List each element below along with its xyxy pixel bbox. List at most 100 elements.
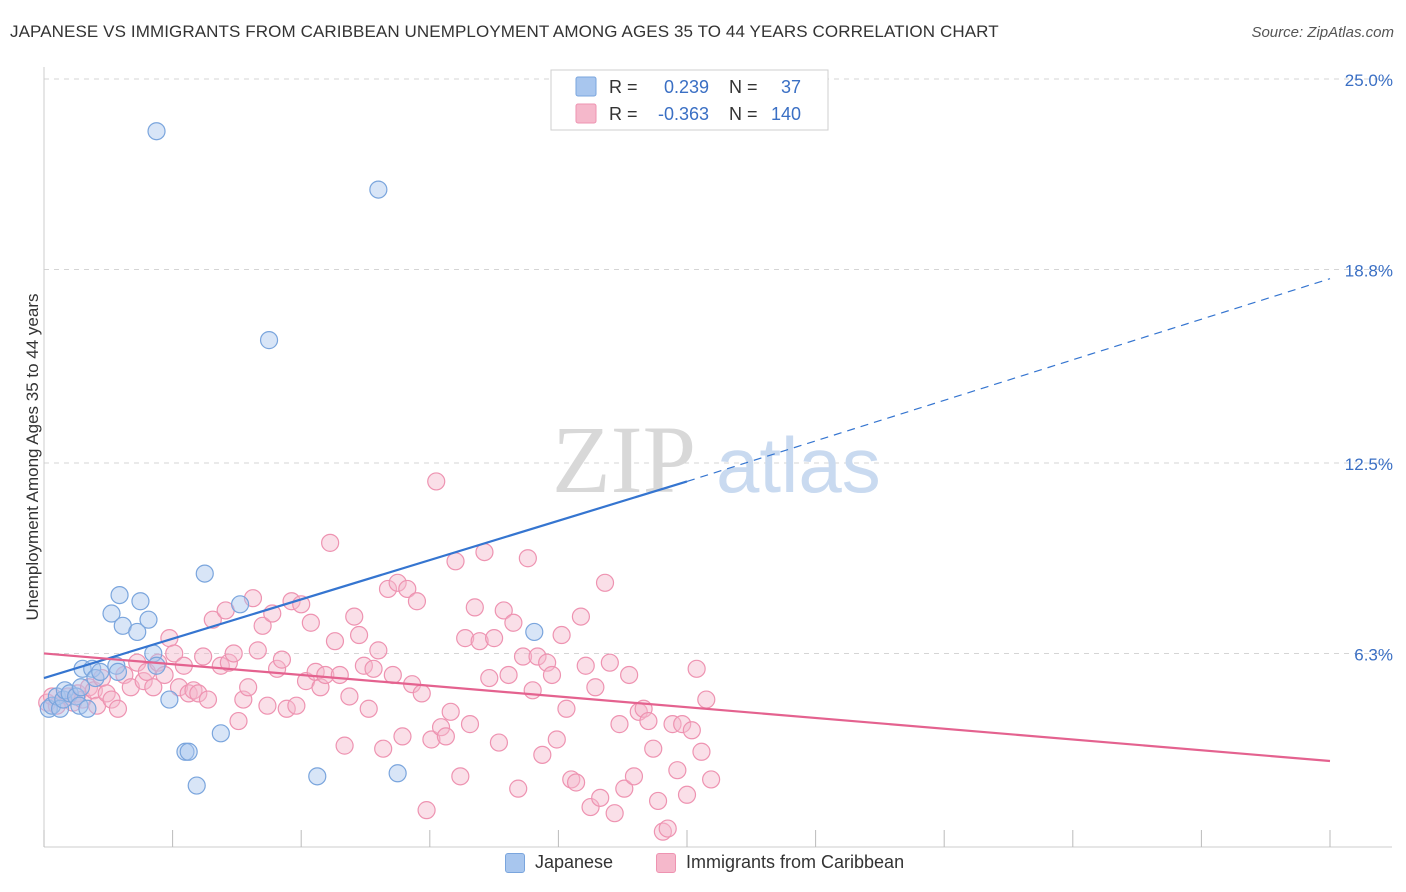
japanese-point [211,724,230,743]
caribbean-point [258,696,277,715]
caribbean-point [239,678,258,697]
japanese-trend-extension [686,278,1331,483]
caribbean-point [144,678,163,697]
caribbean-point [460,715,480,734]
japanese-point [107,656,126,675]
caribbean-point [451,767,470,786]
legend-item-japanese: Japanese [505,852,613,873]
caribbean-point [692,742,711,761]
japanese-points [39,122,544,795]
caribbean-point [586,678,605,697]
y-axis-label: Unemployment Among Ages 35 to 44 years [23,294,42,621]
caribbean-point [668,761,687,780]
caribbean-point [653,822,672,841]
caribbean-point [224,644,243,663]
caribbean-point [179,684,198,703]
caribbean-point [557,699,576,718]
legend-label-japanese: Japanese [535,852,614,872]
caribbean-point [615,779,634,798]
caribbean-point [624,767,644,786]
caribbean-point [287,696,306,715]
caribbean-point [673,715,692,734]
legend-r-label-1: R = [609,77,638,97]
tick-labels: 6.3%12.5%18.8%25.0%0.0%80.0% [1345,71,1393,664]
caribbean-point [499,665,518,685]
caribbean-point [494,601,513,620]
japanese-point [160,690,179,709]
caribbean-point [682,721,701,740]
watermark-zip: ZIP [552,406,696,513]
caribbean-point [697,690,716,709]
caribbean-point [417,801,436,820]
legend-n-value-1: 37 [781,77,801,97]
legend-n-label-1: N = [729,77,758,97]
legend-swatch-japanese [575,76,597,97]
caribbean-point [605,804,624,823]
caribbean-point [398,579,417,599]
caribbean-point [547,730,566,749]
series-legend: Japanese Immigrants from Caribbean [0,850,1406,880]
caribbean-point [513,647,533,666]
chart-title: JAPANESE VS IMMIGRANTS FROM CARIBBEAN UN… [10,22,999,41]
caribbean-point [528,647,547,666]
japanese-point [388,764,407,783]
caribbean-point [253,616,272,635]
caribbean-point [687,659,706,678]
legend-swatch-caribbean-bottom [656,852,676,873]
caribbean-point [600,653,619,672]
japanese-point [147,656,166,675]
caribbean-point [620,665,639,685]
caribbean-point [108,699,128,718]
caribbean-point [456,629,475,648]
japanese-point [308,767,327,786]
caribbean-point [203,610,222,629]
caribbean-point [248,641,267,660]
caribbean-point [229,711,248,731]
japanese-point [86,668,105,688]
grid-lines [44,78,1392,654]
japanese-trend-line [43,480,688,680]
axes [43,67,1392,848]
caribbean-point [518,549,537,568]
caribbean-point [658,819,677,838]
watermark: ZIP atlas [552,406,881,513]
legend-n-label-2: N = [729,104,758,124]
caribbean-point [523,681,542,700]
caribbean-point [219,653,238,672]
caribbean-point [97,684,116,703]
japanese-point [179,742,198,761]
caribbean-point [169,678,189,697]
caribbean-point [359,699,378,718]
legend-n-value-2: 140 [771,104,801,124]
caribbean-points [38,472,721,841]
japanese-point [71,678,91,697]
caribbean-point [189,684,208,703]
caribbean-point [427,472,446,491]
legend-r-value-1: 0.239 [664,77,709,97]
legend-label-caribbean: Immigrants from Caribbean [686,852,905,872]
caribbean-point [509,779,528,798]
caribbean-point [446,552,465,571]
japanese-point [195,564,214,583]
caribbean-point [677,785,697,804]
caribbean-point [378,579,398,599]
japanese-point [139,610,158,629]
caribbean-point [648,791,668,811]
caribbean-point [566,773,586,792]
japanese-point [147,122,166,141]
y-tick-label: 25.0% [1345,71,1393,90]
caribbean-point [552,625,571,645]
caribbean-point [325,632,345,651]
y-tick-label: 12.5% [1345,455,1393,474]
caribbean-point [388,573,407,592]
japanese-point [91,662,110,681]
caribbean-point [702,770,721,789]
watermark-atlas: atlas [716,421,881,509]
caribbean-point [330,665,349,685]
legend-swatch-caribbean [575,103,597,124]
caribbean-point [422,730,441,749]
caribbean-point [576,656,595,675]
caribbean-point [184,681,203,700]
trend-lines [43,278,1331,763]
caribbean-point [321,533,340,552]
